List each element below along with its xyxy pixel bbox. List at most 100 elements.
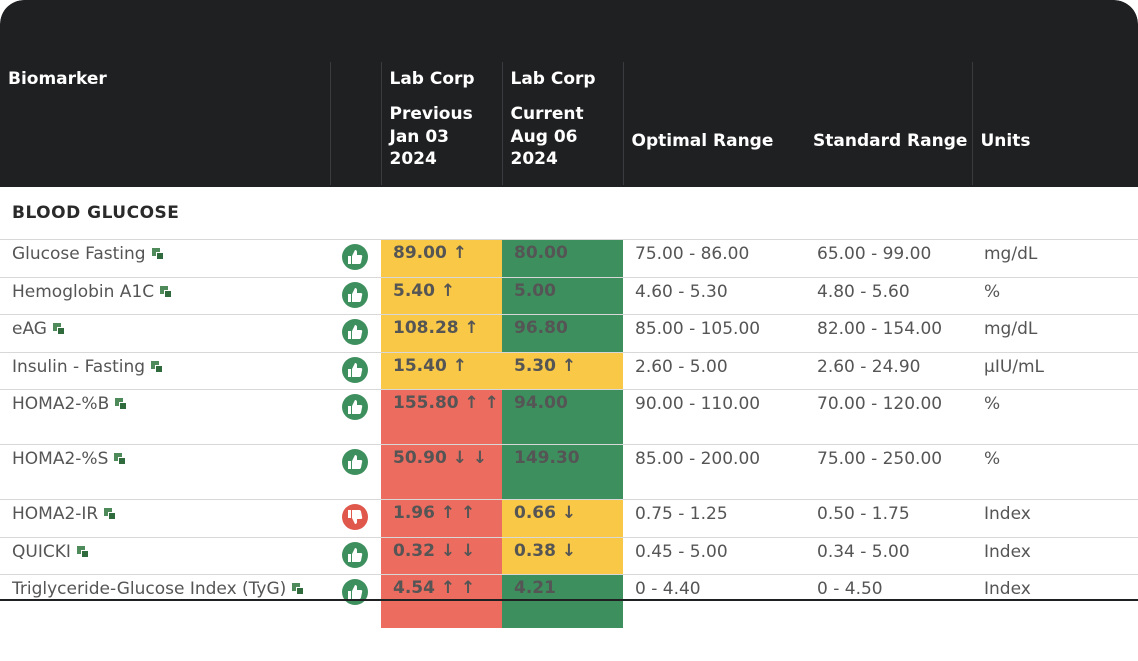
biomarker-row[interactable]: HOMA2-IR 1.96 ↑ ↑ 0.66 ↓ 0.75 - 1.25 0.50 - … — [0, 499, 1138, 537]
header-optimal-range[interactable]: Optimal Range — [622, 96, 805, 186]
optimal-range: 85.00 - 200.00 — [623, 444, 805, 500]
external-link-icon[interactable] — [114, 453, 127, 465]
units: Index — [972, 574, 1138, 628]
standard-range: 4.80 - 5.60 — [805, 276, 972, 315]
biomarker-row[interactable]: HOMA2-%S 50.90 ↓ ↓ 149.30 85.00 - 200.00 75.… — [0, 444, 1138, 500]
biomarker-name-text: HOMA2-%B — [12, 394, 110, 414]
external-link-icon[interactable] — [151, 248, 164, 260]
thumbs-up-icon — [342, 281, 368, 308]
external-link-icon[interactable] — [151, 360, 164, 373]
biomarker-name[interactable]: eAG — [0, 314, 330, 352]
standard-range: 2.60 - 24.90 — [805, 351, 972, 390]
status-cell — [330, 239, 381, 277]
section-row: BLOOD GLUCOSE — [0, 185, 1138, 240]
standard-range: 75.00 - 250.00 — [805, 444, 972, 500]
header-blank-biomarker — [0, 96, 330, 186]
header-blank-units — [971, 62, 1138, 96]
current-value: 0.38 ↓ — [502, 536, 623, 575]
units: Index — [972, 499, 1138, 537]
header-status — [329, 62, 381, 96]
external-link-icon[interactable] — [115, 398, 128, 410]
previous-value: 89.00 ↑ — [381, 239, 502, 277]
status-cell — [330, 574, 381, 628]
current-value: 5.00 — [502, 276, 623, 315]
biomarker-name[interactable]: HOMA2-%B — [0, 389, 330, 445]
table-bottom-border — [0, 599, 1138, 601]
current-value: 149.30 — [502, 444, 623, 500]
optimal-range: 0.75 - 1.25 — [623, 499, 805, 537]
biomarker-name-text: Insulin - Fasting — [12, 356, 146, 377]
thumbs-up-icon — [342, 319, 368, 345]
external-link-icon[interactable] — [292, 583, 305, 595]
external-link-icon[interactable] — [76, 545, 89, 558]
header-current-label: Current — [510, 104, 584, 124]
header-previous-year: 2024 — [389, 149, 437, 169]
top-bar — [0, 0, 1138, 62]
optimal-range: 85.00 - 105.00 — [623, 314, 805, 352]
standard-range: 0 - 4.50 — [805, 574, 972, 628]
status-cell — [330, 536, 381, 575]
biomarker-name[interactable]: Hemoglobin A1C — [0, 276, 330, 315]
optimal-range: 2.60 - 5.00 — [623, 351, 805, 390]
external-link-icon[interactable] — [104, 508, 117, 520]
status-cell — [330, 499, 381, 537]
current-value: 96.80 — [502, 314, 623, 352]
biomarker-table: Biomarker Lab Corp Lab Corp Previous Jan… — [0, 62, 1138, 628]
biomarker-name[interactable]: HOMA2-%S — [0, 444, 330, 500]
current-value: 80.00 — [502, 239, 623, 277]
standard-range: 0.50 - 1.75 — [805, 499, 972, 537]
header-standard-range[interactable]: Standard Range — [805, 96, 972, 186]
header-current[interactable]: Current Aug 06 2024 — [501, 96, 623, 186]
previous-value: 0.32 ↓ ↓ — [381, 536, 502, 575]
biomarker-name[interactable]: Insulin - Fasting — [0, 351, 330, 390]
external-link-icon[interactable] — [52, 323, 65, 335]
header-lab-current: Lab Corp — [501, 62, 623, 96]
previous-value: 15.40 ↑ — [381, 351, 502, 390]
previous-value: 155.80 ↑ ↑ — [381, 389, 502, 445]
header-previous-label: Previous — [389, 104, 473, 124]
previous-value: 4.54 ↑ ↑ — [381, 574, 502, 628]
optimal-range: 4.60 - 5.30 — [623, 276, 805, 315]
biomarker-row[interactable]: Insulin - Fasting 15.40 ↑ 5.30 ↑ 2.60 - 5.0… — [0, 351, 1138, 390]
units: µIU/mL — [972, 351, 1138, 390]
current-value: 4.21 — [502, 574, 623, 628]
header-blank-status — [329, 96, 381, 186]
current-value: 5.30 ↑ — [502, 351, 623, 390]
standard-range: 82.00 - 154.00 — [805, 314, 972, 352]
units: mg/dL — [972, 314, 1138, 352]
biomarker-name[interactable]: Triglyceride-Glucose Index (TyG) — [0, 574, 330, 628]
optimal-range: 0.45 - 5.00 — [623, 536, 805, 575]
biomarker-name-text: Glucose Fasting — [12, 244, 146, 264]
biomarker-name-text: Triglyceride-Glucose Index (TyG) — [12, 579, 287, 599]
external-link-icon[interactable] — [160, 285, 173, 298]
header-units[interactable]: Units — [971, 96, 1138, 186]
header-current-year: 2024 — [510, 149, 558, 169]
biomarker-name-text: QUICKI — [12, 541, 71, 562]
biomarker-row[interactable]: Hemoglobin A1C 5.40 ↑ 5.00 4.60 - 5.30 4.80 … — [0, 276, 1138, 315]
biomarker-name-text: HOMA2-%S — [12, 449, 109, 469]
header-biomarker[interactable]: Biomarker — [0, 62, 330, 96]
status-cell — [330, 314, 381, 352]
header-row-main: Previous Jan 03 2024 Current Aug 06 2024… — [0, 96, 1138, 186]
header-previous[interactable]: Previous Jan 03 2024 — [380, 96, 502, 186]
units: % — [972, 444, 1138, 500]
previous-value: 5.40 ↑ — [381, 276, 502, 315]
status-cell — [330, 444, 381, 500]
thumbs-up-icon — [342, 449, 368, 475]
optimal-range: 90.00 - 110.00 — [623, 389, 805, 445]
header-previous-date: Jan 03 — [389, 126, 449, 147]
previous-value: 50.90 ↓ ↓ — [381, 444, 502, 500]
biomarker-row[interactable]: eAG 108.28 ↑ 96.80 85.00 - 105.00 82.00 - 15… — [0, 314, 1138, 352]
current-value: 94.00 — [502, 389, 623, 445]
biomarker-row[interactable]: Glucose Fasting 89.00 ↑ 80.00 75.00 - 86.00… — [0, 239, 1138, 277]
status-cell — [330, 389, 381, 445]
biomarker-row[interactable]: QUICKI 0.32 ↓ ↓ 0.38 ↓ 0.45 - 5.00 0.34 - 5.… — [0, 536, 1138, 575]
biomarker-row[interactable]: HOMA2-%B 155.80 ↑ ↑ 94.00 90.00 - 110.00 70.… — [0, 389, 1138, 445]
biomarker-name[interactable]: Glucose Fasting — [0, 239, 330, 277]
thumbs-up-icon — [342, 541, 368, 568]
standard-range: 70.00 - 120.00 — [805, 389, 972, 445]
biomarker-name[interactable]: QUICKI — [0, 536, 330, 575]
biomarker-name[interactable]: HOMA2-IR — [0, 499, 330, 537]
biomarker-row[interactable]: Triglyceride-Glucose Index (TyG) 4.54 ↑ ↑… — [0, 574, 1138, 628]
